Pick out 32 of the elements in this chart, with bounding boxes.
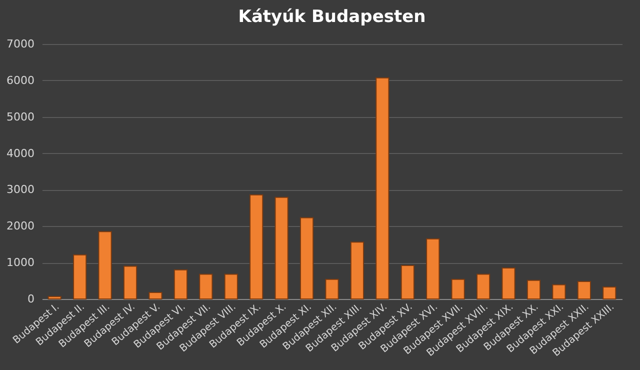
y-tick-label: 3000 [6, 183, 34, 196]
bar [148, 292, 162, 300]
bar [250, 194, 264, 300]
chart-title: Kátyúk Budapesten [238, 7, 426, 27]
bar [376, 77, 390, 300]
y-tick-label: 6000 [6, 74, 34, 87]
y-tick-label: 5000 [6, 110, 34, 124]
bar [300, 217, 314, 300]
y-tick-label: 2000 [6, 220, 34, 233]
bar [199, 274, 213, 300]
bar [350, 242, 364, 300]
y-tick-label: 0 [28, 292, 34, 306]
bar [552, 284, 566, 300]
bar [476, 274, 490, 300]
bar [451, 278, 465, 300]
bar [577, 281, 591, 300]
y-tick-label: 4000 [6, 146, 34, 160]
bar [426, 238, 440, 300]
bar [274, 196, 288, 300]
bar [123, 266, 138, 300]
bar [526, 280, 541, 300]
bar [325, 278, 339, 300]
bar [48, 296, 62, 300]
bar [602, 286, 616, 300]
bar [174, 269, 188, 300]
bar [502, 268, 516, 300]
bar [400, 264, 414, 300]
y-tick-label: 1000 [6, 256, 34, 270]
y-tick-label: 7000 [6, 38, 34, 50]
bar [224, 274, 238, 300]
bar [73, 254, 87, 300]
bar [98, 231, 112, 300]
